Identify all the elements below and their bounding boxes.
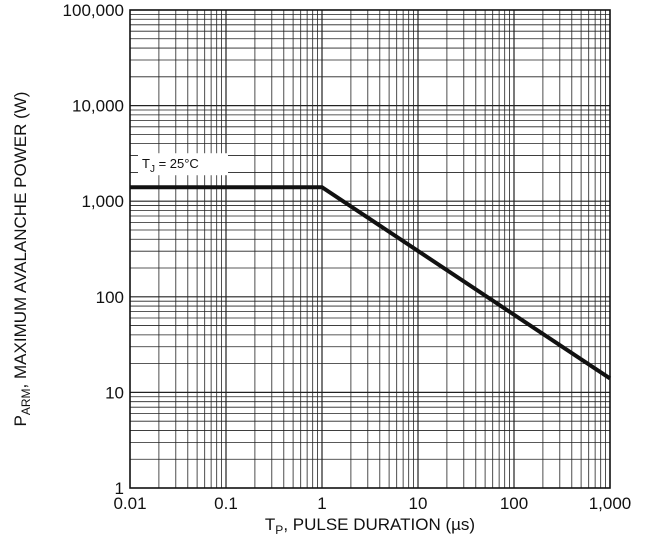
y-axis-label-sub: ARM <box>19 388 33 415</box>
annotation-background <box>138 153 228 176</box>
temperature-annotation: TJ = 25°C <box>138 153 228 176</box>
x-tick-label: 1,000 <box>589 494 632 513</box>
annotation-rest: = 25°C <box>155 156 199 171</box>
y-tick-label: 1,000 <box>81 192 124 211</box>
series-line-0 <box>130 185 612 381</box>
x-tick-label: 0.1 <box>214 494 238 513</box>
y-tick-label: 10 <box>105 383 124 402</box>
plot-frame <box>129 9 611 489</box>
y-tick-label: 1 <box>115 479 124 498</box>
annotation-text: TJ = 25°C <box>142 156 199 175</box>
y-tick-label: 100,000 <box>63 1 124 20</box>
y-tick-label: 100 <box>96 288 124 307</box>
series-group <box>130 185 612 381</box>
x-tick-label: 10 <box>409 494 428 513</box>
x-tick-label: 100 <box>500 494 528 513</box>
grid <box>130 10 610 488</box>
x-axis-label-main: T <box>265 515 275 534</box>
x-tick-labels: 0.01 0.1 1 10 100 1,000 <box>113 494 631 513</box>
x-tick-label: 0.01 <box>113 494 146 513</box>
y-axis-label: PARM, MAXIMUM AVALANCHE POWER (W) <box>11 92 33 427</box>
y-tick-label: 10,000 <box>72 97 124 116</box>
x-axis-label-sub: P <box>275 523 283 535</box>
y-tick-labels: 1 10 100 1,000 10,000 100,000 <box>63 1 124 498</box>
annotation-sub: J <box>150 164 155 175</box>
x-axis-label-rest: , PULSE DURATION (µs) <box>283 515 475 534</box>
y-axis-label-main: P <box>11 415 30 426</box>
annotation-main: T <box>142 156 150 171</box>
x-tick-label: 1 <box>317 494 326 513</box>
x-axis-label: TP, PULSE DURATION (µs) <box>265 515 475 535</box>
y-axis-label-rest: , MAXIMUM AVALANCHE POWER (W) <box>11 92 30 389</box>
